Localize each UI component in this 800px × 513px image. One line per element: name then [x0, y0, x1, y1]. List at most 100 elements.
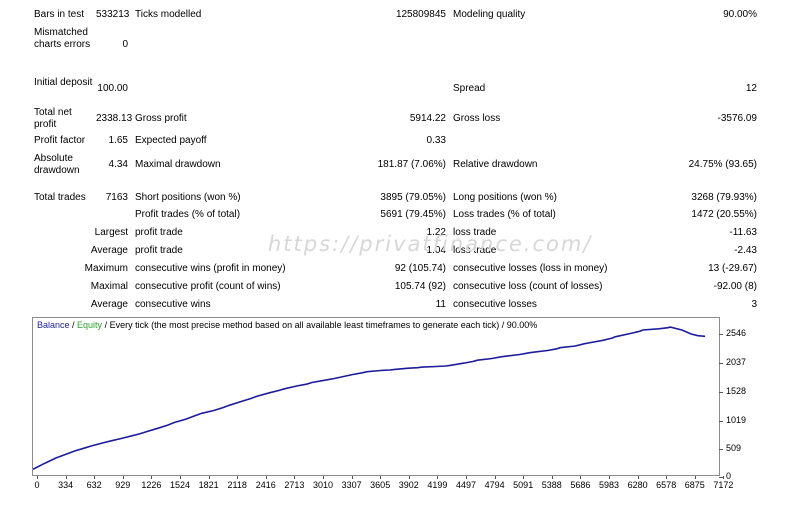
x-tick-label: 4497 [455, 480, 477, 490]
stat-label: Bars in test [34, 9, 85, 20]
x-tick-mark [666, 476, 668, 479]
x-tick-mark [323, 476, 324, 479]
x-tick-mark [237, 476, 239, 479]
stat-label: Mismatched charts errors [34, 27, 91, 50]
stat-value: 2338.13 [96, 113, 133, 124]
stat-value: 4.34 [108, 159, 128, 170]
stat-value3: 3 [751, 299, 757, 310]
stat-label2: profit trade [135, 227, 183, 238]
stat-label: Total net profit [34, 107, 72, 130]
stat-label2: Maximal drawdown [135, 159, 221, 170]
x-tick-mark [94, 476, 96, 479]
stat-label2: consecutive profit (count of wins) [135, 281, 281, 292]
stat-label: Average [90, 299, 128, 310]
stat-label2: Profit trades (% of total) [135, 209, 241, 220]
stat-value3: -2.43 [734, 245, 757, 256]
stat-label3: loss trade [453, 227, 497, 238]
x-tick-mark [637, 476, 639, 479]
stat-label3: Relative drawdown [453, 159, 538, 170]
x-tick-label: 1226 [141, 480, 162, 490]
stat-value3: -11.63 [729, 227, 757, 238]
y-tick-mark [719, 392, 723, 393]
x-tick-mark [65, 476, 67, 479]
stat-label: Absolute drawdown [34, 153, 80, 176]
stat-label: Initial deposit [34, 77, 93, 88]
x-tick-mark [122, 476, 124, 479]
x-tick-label: 334 [58, 480, 74, 490]
stat-label3: Loss trades (% of total) [453, 209, 556, 220]
x-tick-mark [580, 476, 582, 479]
x-tick-mark [351, 476, 353, 479]
stat-value: 1.65 [108, 135, 128, 146]
x-tick-label: 2118 [227, 480, 247, 490]
stat-value: 100.00 [97, 83, 128, 94]
stat-value3: 3268 (79.93%) [691, 192, 757, 203]
stat-value2: 0.33 [426, 135, 446, 146]
x-tick-label: 5983 [598, 480, 620, 490]
x-tick-mark [180, 476, 181, 479]
stat-value2: 1.22 [426, 227, 446, 238]
x-tick-label: 3307 [341, 480, 362, 490]
stat-value2: 105.74 (92) [394, 281, 446, 292]
x-tick-mark [408, 476, 410, 479]
x-tick-label: 6578 [656, 480, 677, 490]
legend-desc: / Every tick (the most precise method ba… [102, 320, 538, 330]
x-tick-label: 929 [115, 480, 131, 490]
y-tick-mark [719, 363, 723, 364]
x-tick-label: 2713 [284, 480, 305, 490]
stat-label3: Gross loss [453, 113, 501, 124]
x-tick-label: 1524 [169, 480, 191, 490]
stat-value3: 1472 (20.55%) [691, 209, 757, 220]
stat-value3: 12 [745, 83, 757, 94]
stat-label2: Expected payoff [135, 135, 207, 146]
stat-label2: profit trade [135, 245, 183, 256]
x-tick-label: 5091 [513, 480, 534, 490]
stat-value2: 3895 (79.05%) [380, 192, 446, 203]
stat-label2: consecutive wins [135, 299, 211, 310]
stat-value3: 90.00% [723, 9, 757, 20]
x-tick-mark [265, 476, 267, 479]
stat-value2: 1.04 [426, 245, 446, 256]
chart-canvas [32, 326, 706, 471]
stat-value2: 5691 (79.45%) [380, 209, 446, 220]
stat-value2: 5914.22 [409, 113, 446, 124]
x-tick-mark [294, 476, 296, 479]
x-tick-mark [437, 476, 439, 479]
stat-value: 0 [122, 39, 128, 50]
x-tick-label: 5388 [541, 480, 562, 490]
stat-label: Maximal [90, 281, 128, 292]
stat-label3: loss trade [453, 245, 497, 256]
x-tick-mark [466, 476, 467, 479]
x-tick-mark [494, 476, 496, 479]
x-tick-mark [208, 476, 210, 479]
y-tick-label: 0 [726, 471, 732, 481]
x-tick-label: 6875 [684, 480, 705, 490]
stat-value2: 11 [435, 299, 446, 310]
x-tick-label: 3010 [312, 480, 334, 490]
x-tick-label: 7172 [713, 480, 734, 490]
stat-value2: 92 (105.74) [394, 263, 446, 274]
stat-label: Largest [94, 227, 128, 238]
y-tick-mark [719, 477, 723, 478]
stat-value3: -3576.09 [717, 113, 757, 124]
x-tick-mark [551, 476, 553, 479]
stat-value: 533213 [96, 9, 130, 20]
balance-line [32, 326, 706, 471]
x-tick-mark [523, 476, 525, 479]
y-tick-label: 1019 [726, 415, 747, 425]
x-tick-mark [37, 476, 38, 479]
stat-label: Maximum [84, 263, 128, 274]
x-tick-label: 4199 [427, 480, 448, 490]
stat-label3: Modeling quality [453, 9, 526, 20]
y-tick-label: 509 [726, 443, 742, 453]
x-tick-label: 3605 [370, 480, 391, 490]
y-tick-mark [719, 334, 723, 335]
x-tick-label: 3902 [398, 480, 419, 490]
x-tick-mark [380, 476, 382, 479]
balance-chart [32, 317, 720, 476]
stat-value3: 24.75% (93.65) [688, 159, 757, 170]
y-tick-mark [719, 449, 723, 450]
x-tick-label: 5686 [570, 480, 591, 490]
stat-label2: Gross profit [135, 113, 187, 124]
stat-label3: consecutive loss (count of losses) [453, 281, 603, 292]
